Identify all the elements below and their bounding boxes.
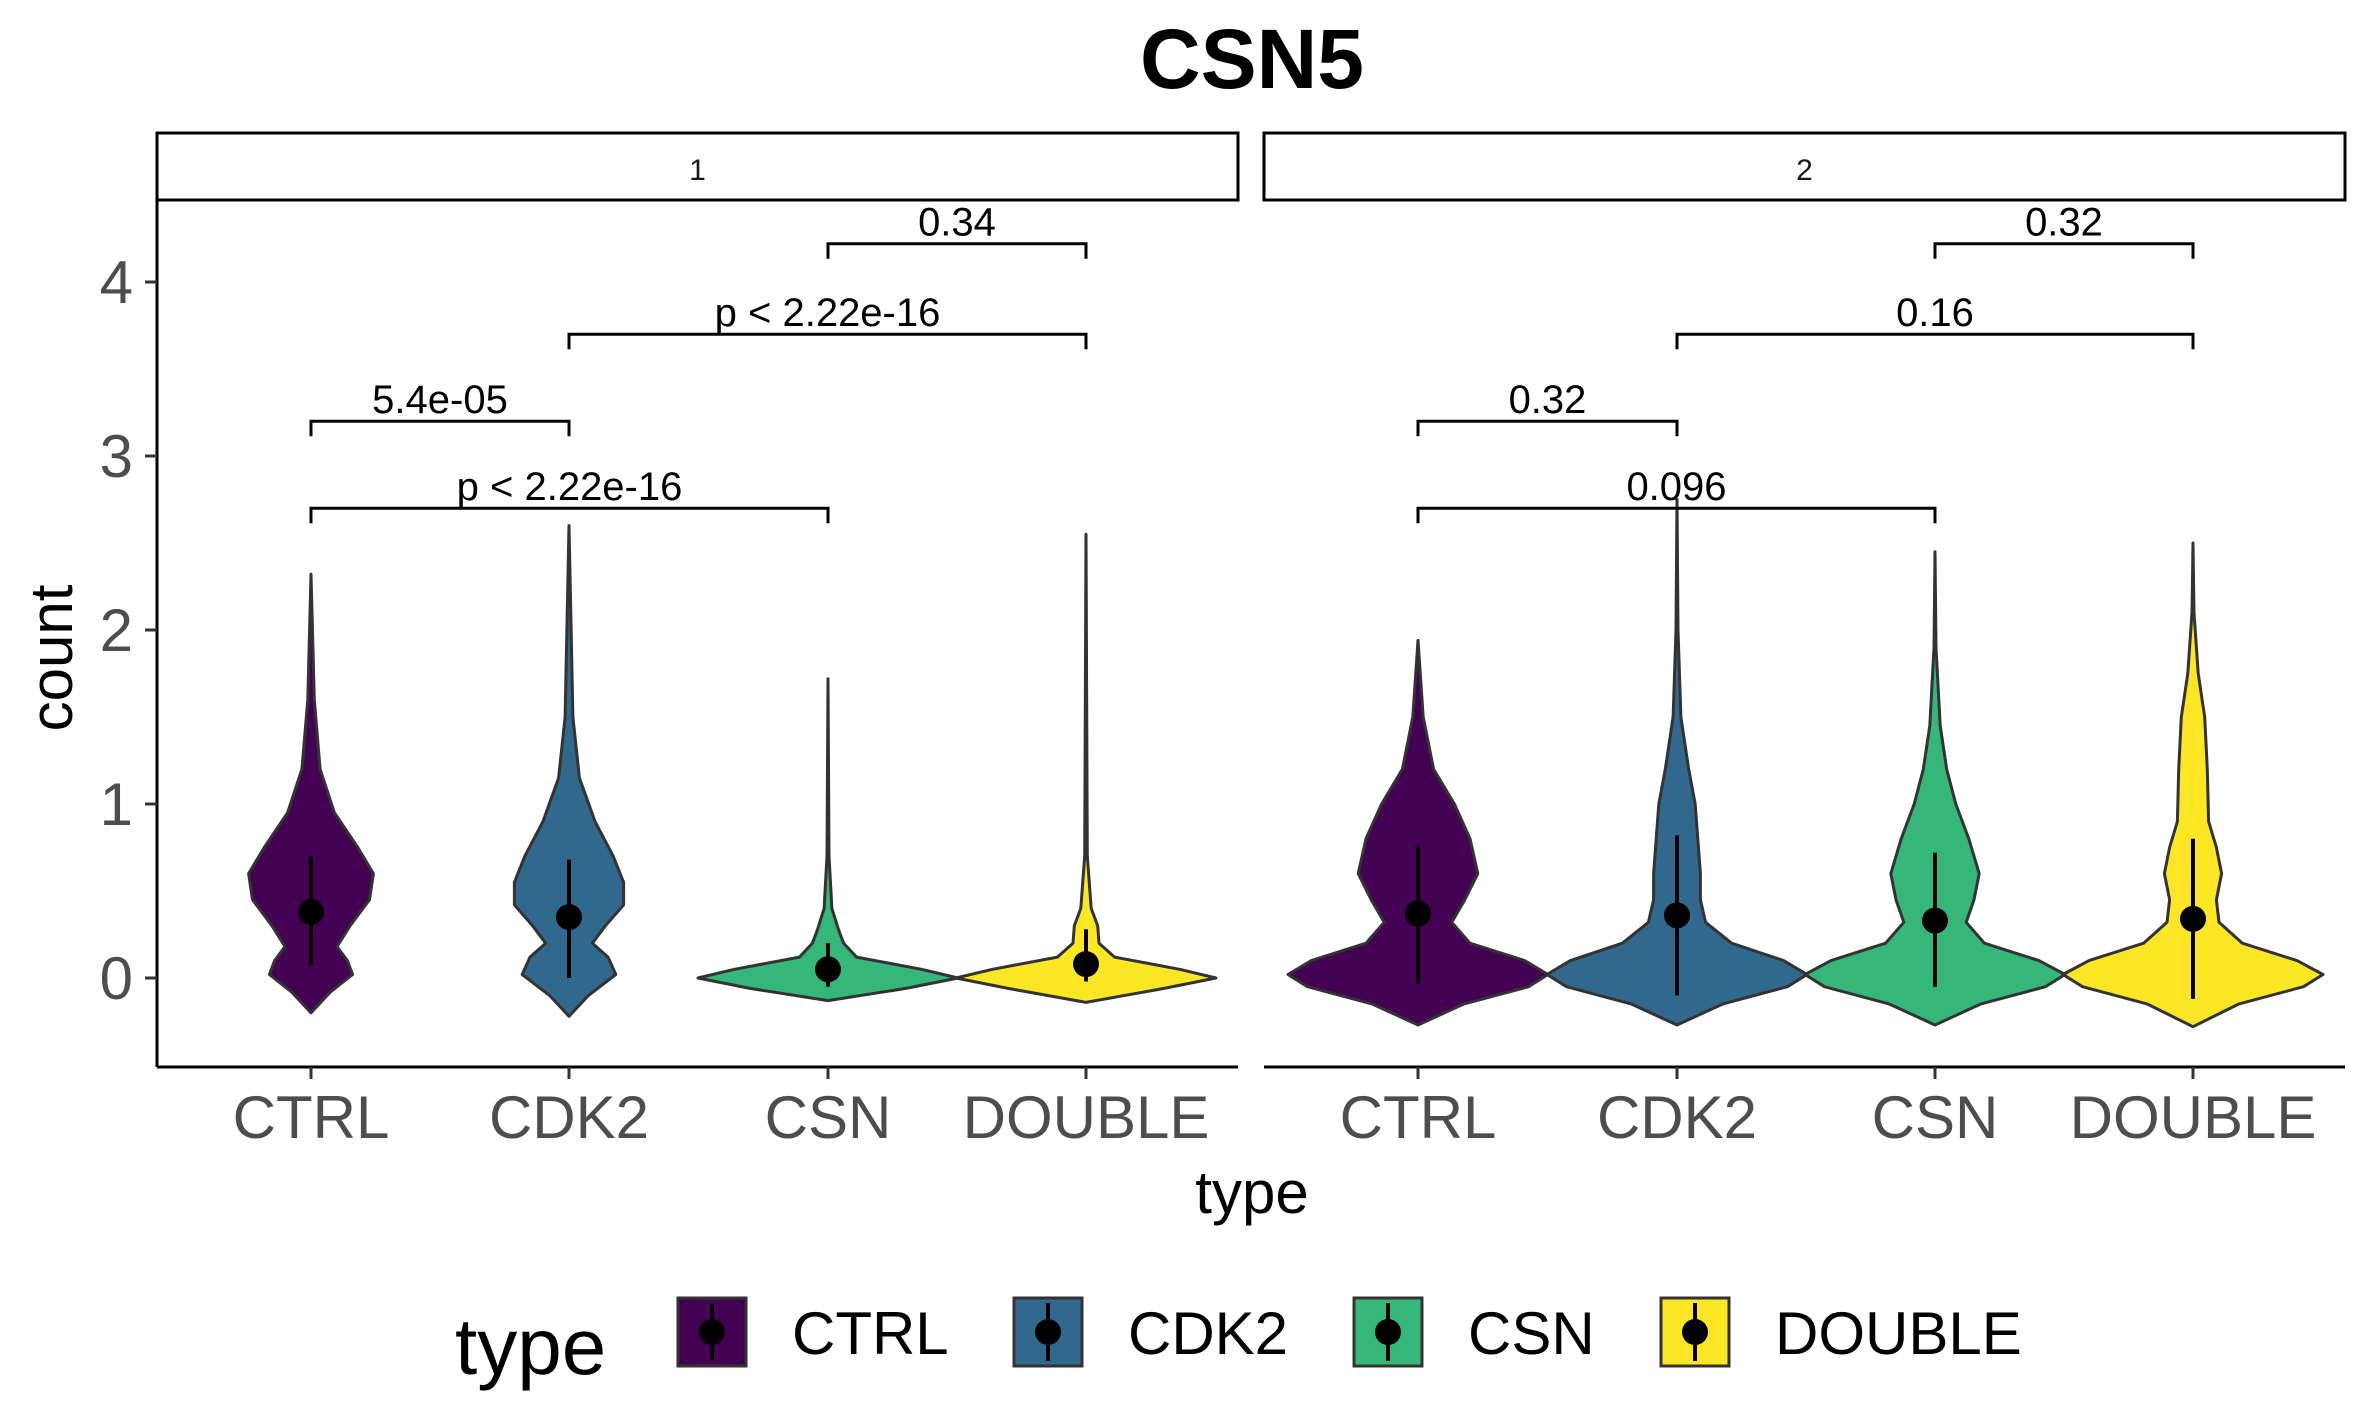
p-value-label: 5.4e-05 [372,378,508,422]
violin-csn [1803,550,2067,1027]
bracket-line [1933,242,2195,259]
comparison-bracket: 0.096 [1416,465,1937,524]
x-tick-label: CSN [1872,1084,1999,1151]
comparison-bracket: p < 2.22e-16 [567,291,1088,350]
comparison-bracket: 0.32 [1933,201,2195,259]
violin-shape [954,532,1218,1004]
bracket-line [1675,332,2195,350]
facet-panel: 2 CTRL CDK2 CSN DOUBLE 0.32 0.096 0.16 0.32 [1262,131,2347,1151]
violin-shape [512,524,626,1018]
bracket-line [567,332,1088,350]
violin-cdk2 [512,524,626,1018]
comparison-bracket: 0.16 [1675,291,2195,350]
legend-point [1375,1319,1401,1345]
x-tick-label: CTRL [233,1084,390,1151]
violin-shape [1286,638,1550,1027]
y-axis: 0 1 2 3 4 [100,249,157,1012]
chart-title: CSN5 [1140,12,1364,106]
x-tick-label: DOUBLE [2070,1084,2317,1151]
facet-strip [155,131,1240,202]
violin-shape [247,572,375,1015]
mean-point [2180,905,2206,932]
facet-strip [1262,131,2347,202]
p-value-label: 0.32 [2025,201,2103,245]
p-value-label: 0.096 [1626,465,1726,509]
legend-keys: CTRL CDK2 CSN DOUBLE [676,1296,2022,1368]
mean-point [1073,951,1099,978]
comparison-bracket: 5.4e-05 [309,378,571,437]
legend: type CTRL CDK2 CSN DOUBLE [455,1296,2022,1391]
mean-point [298,898,324,925]
y-tick-label: 3 [100,423,133,490]
legend-point [1035,1319,1061,1345]
mean-point [815,956,841,983]
comparison-bracket: p < 2.22e-16 [309,465,830,524]
violin-shape [696,677,960,1003]
legend-item-ctrl: CTRL [676,1296,949,1368]
x-tick-label: CTRL [1340,1084,1497,1151]
p-value-label: p < 2.22e-16 [715,291,941,335]
legend-label: DOUBLE [1775,1300,2022,1367]
legend-label: CDK2 [1128,1300,1288,1367]
comparison-bracket: 0.32 [1416,378,1679,437]
mean-point [1922,907,1948,934]
legend-title: type [455,1302,606,1391]
y-tick-label: 4 [100,249,133,316]
p-value-label: 0.16 [1896,291,1974,335]
legend-label: CSN [1468,1300,1595,1367]
bracket-line [1416,419,1679,437]
x-tick-label: DOUBLE [963,1084,1210,1151]
y-tick-label: 2 [100,597,133,664]
bracket-line [826,242,1088,259]
bracket-line [309,506,830,524]
facet-strip-label: 1 [689,154,706,187]
y-axis-label: count [18,584,85,731]
x-tick-label: CSN [765,1084,892,1151]
facet-panel: 1 CTRL CDK2 CSN DOUBLE 5.4e-05 p < 2.22e-16 p <… [155,131,1240,1151]
p-value-label: 0.34 [918,201,996,245]
y-tick-label: 0 [100,945,133,1012]
facet-strip-label: 2 [1796,154,1813,187]
violin-csn [696,677,960,1003]
mean-point [556,904,582,931]
violin-double [954,532,1218,1004]
legend-point [699,1319,725,1345]
violin-ctrl [1286,638,1550,1027]
x-tick-label: CDK2 [1597,1084,1757,1151]
y-tick-label: 1 [100,771,133,838]
p-value-label: p < 2.22e-16 [457,465,683,509]
legend-item-double: DOUBLE [1659,1296,2022,1368]
bracket-line [309,419,571,437]
violin-double [2061,541,2325,1029]
legend-point [1682,1319,1708,1345]
violin-shape [1803,550,2067,1027]
p-value-label: 0.32 [1509,378,1587,422]
mean-point [1664,902,1690,929]
legend-item-cdk2: CDK2 [1012,1296,1288,1368]
violin-shape [1545,498,1809,1027]
violin-shape [2061,541,2325,1029]
x-tick-label: CDK2 [489,1084,649,1151]
legend-item-csn: CSN [1352,1296,1595,1368]
violin-ctrl [247,572,375,1015]
violin-cdk2 [1545,498,1809,1027]
x-axis-label: type [1195,1159,1308,1226]
facet-panels: 1 CTRL CDK2 CSN DOUBLE 5.4e-05 p < 2.22e-16 p <… [155,131,2347,1151]
mean-point [1405,900,1431,927]
bracket-line [1416,506,1937,524]
legend-label: CTRL [792,1300,949,1367]
comparison-bracket: 0.34 [826,201,1088,259]
